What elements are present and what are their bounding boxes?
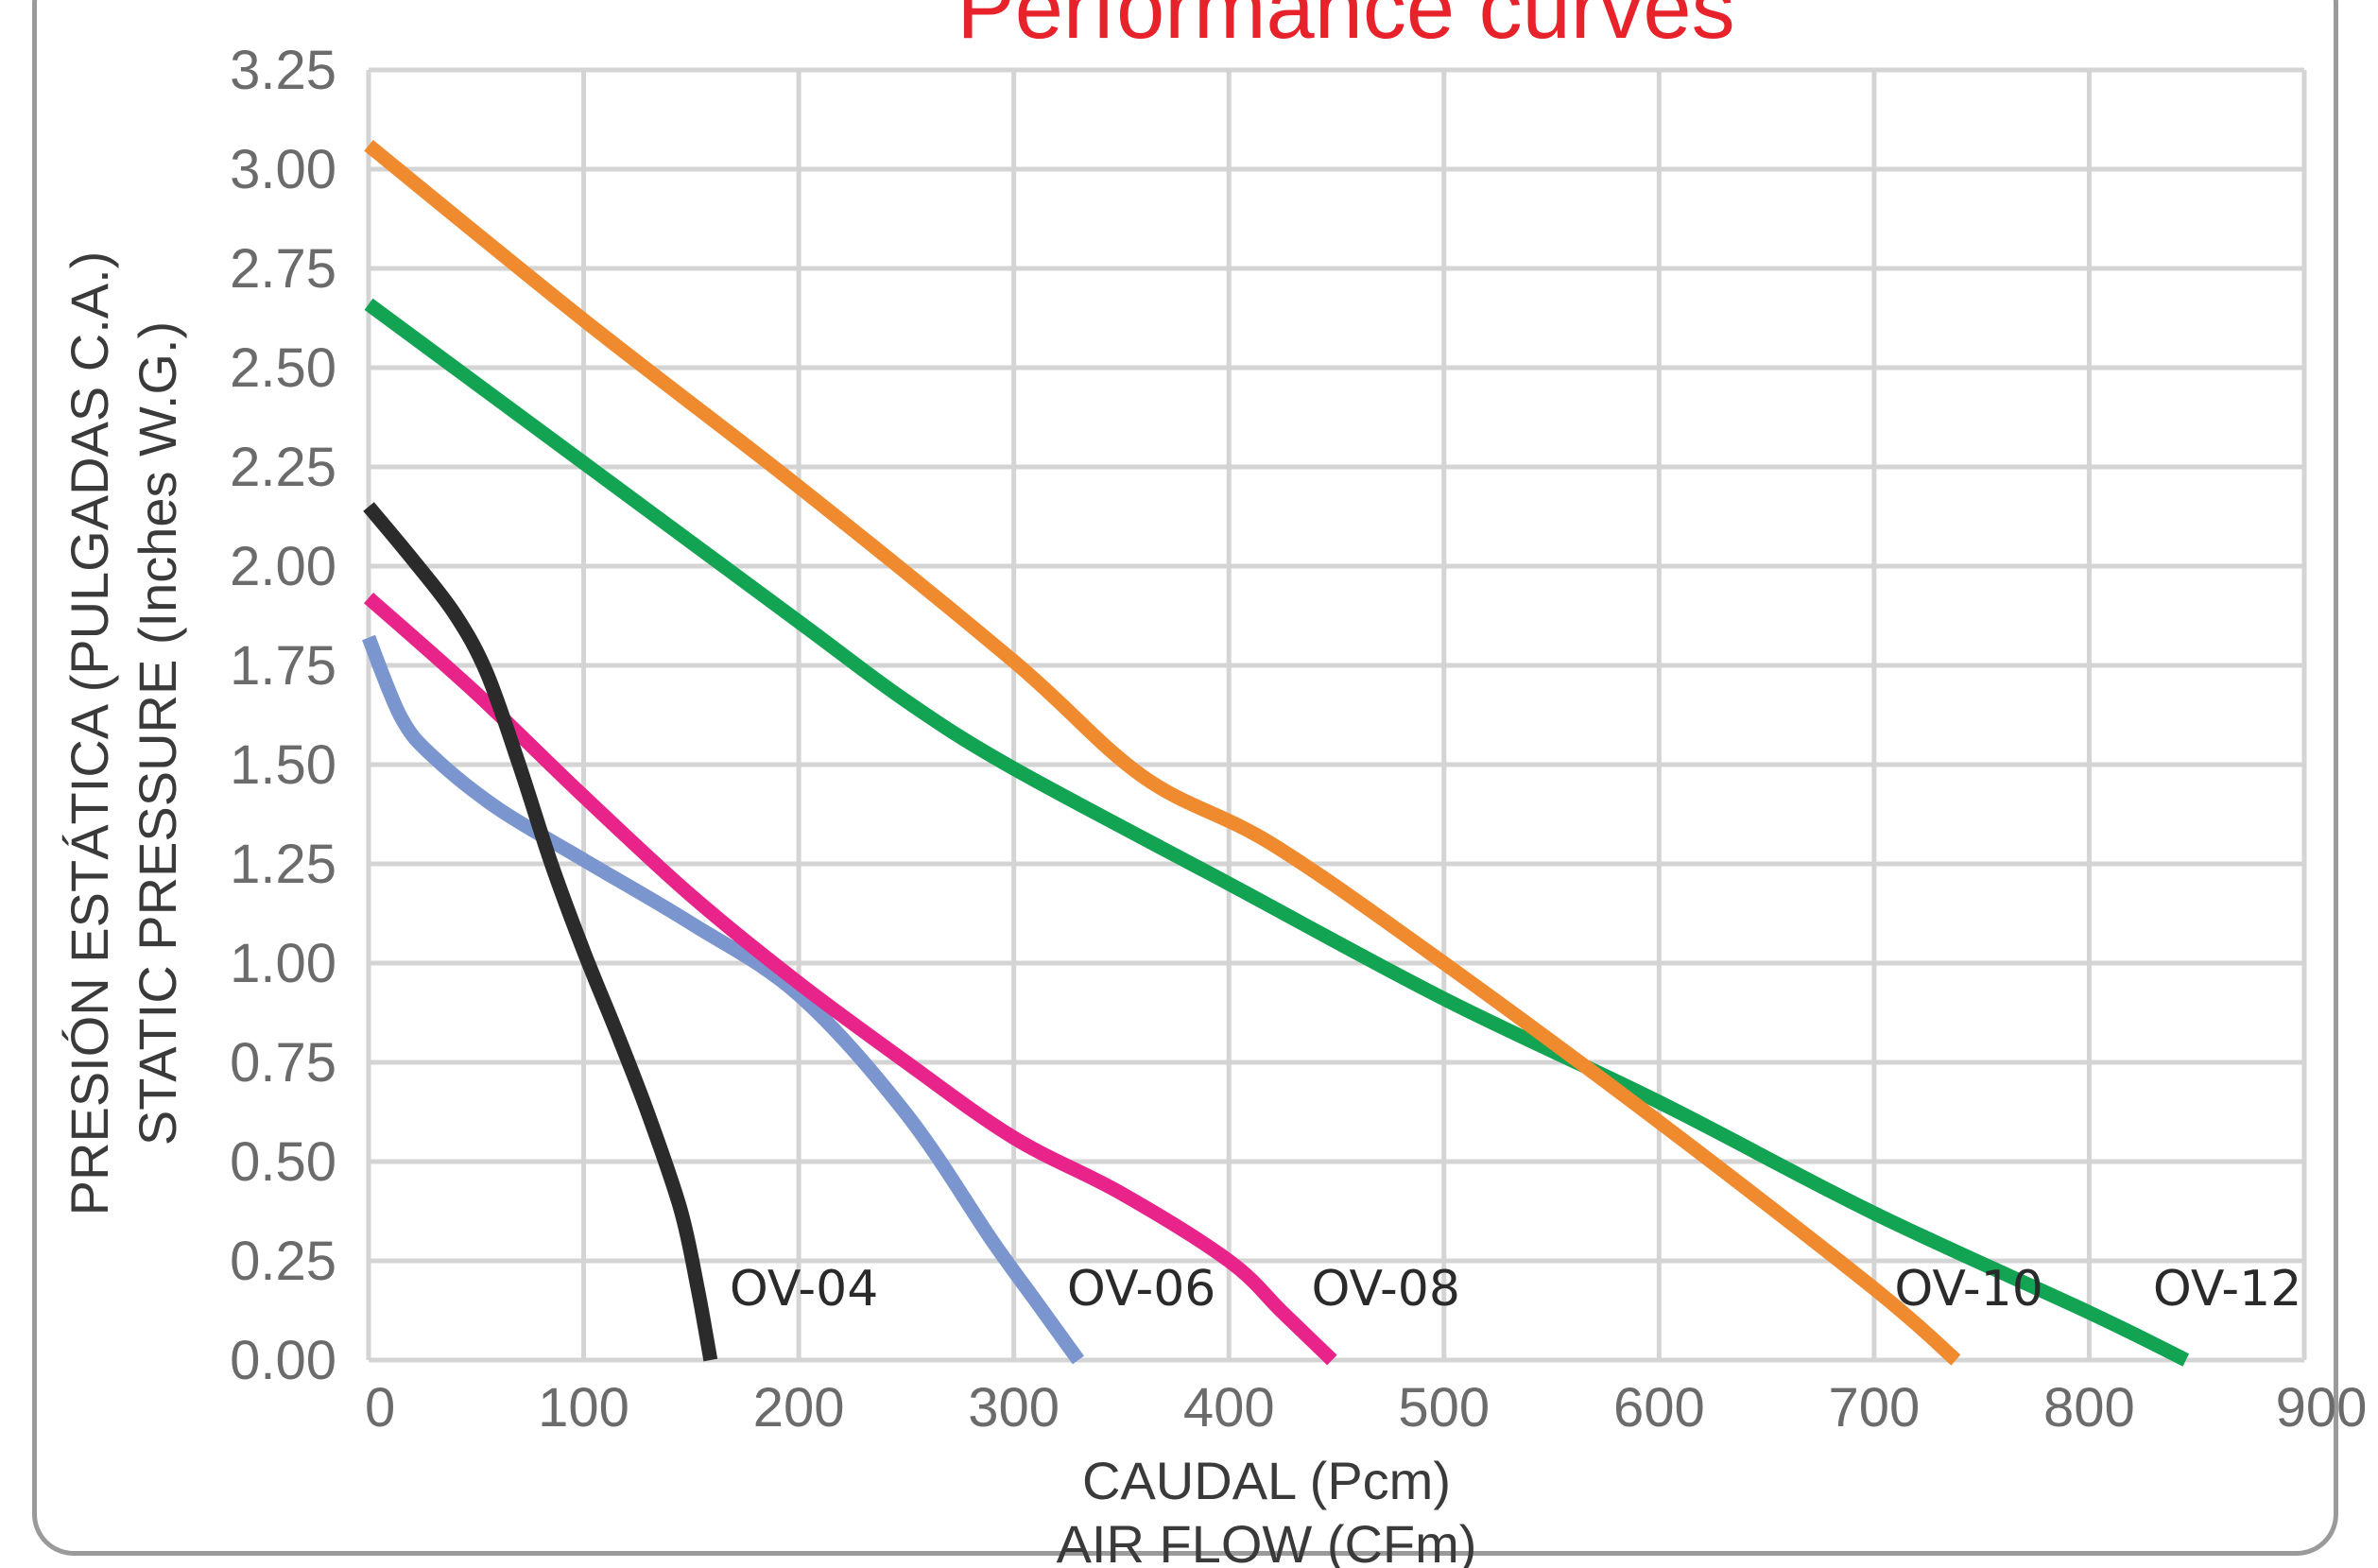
y-tick-label: 0.25 — [230, 1231, 336, 1292]
x-tick-label: 200 — [753, 1377, 845, 1439]
y-tick-label: 3.25 — [230, 40, 336, 101]
y-tick-label: 2.75 — [230, 238, 336, 300]
x-tick-label: 900 — [2276, 1377, 2368, 1439]
y-tick-label: 0.50 — [230, 1131, 336, 1193]
series-line-ov-04 — [363, 502, 718, 1362]
y-tick-label: 2.50 — [230, 337, 336, 399]
x-tick-label: 0 — [365, 1377, 395, 1439]
series-label-ov-10: OV-10 — [1894, 1261, 2042, 1318]
labels: OV-04 OV-06 OV-08 OV-10 OV-12 Performance cur… — [60, 0, 2301, 1568]
y-tick-label: 1.50 — [230, 734, 336, 796]
series-line-ov-08 — [364, 592, 1337, 1366]
x-axis-title: AIR FLOW (CFm) — [1057, 1514, 1477, 1568]
series-label-ov-12: OV-12 — [2153, 1261, 2301, 1318]
x-tick-label: 300 — [968, 1377, 1060, 1439]
x-tick-label: 400 — [1183, 1377, 1275, 1439]
y-tick-label: 2.25 — [230, 437, 336, 498]
grid — [366, 67, 2307, 1363]
y-tick-label: 0.00 — [230, 1330, 336, 1391]
series-lines — [362, 139, 2190, 1367]
series-label-ov-08: OV-08 — [1311, 1261, 1459, 1318]
y-tick-label: 1.75 — [230, 635, 336, 697]
series-label-ov-06: OV-06 — [1067, 1261, 1215, 1318]
x-tick-label: 100 — [538, 1377, 629, 1439]
series-line-ov-12 — [364, 298, 2190, 1367]
y-tick-label: 1.00 — [230, 933, 336, 994]
y-tick-label: 0.75 — [230, 1032, 336, 1094]
chart-title: Performance curves — [956, 0, 1734, 57]
series-label-ov-04: OV-04 — [730, 1261, 878, 1318]
x-tick-label: 500 — [1398, 1377, 1490, 1439]
y-tick-label: 3.00 — [230, 139, 336, 200]
y-tick-label: 1.25 — [230, 834, 336, 895]
y-axis-title: STATIC PRESSURE (Inches W.G.) — [128, 321, 187, 1146]
y-axis-title: PRESIÓN ESTÁTICA (PULGADAS C.A.) — [60, 251, 119, 1216]
series-line-ov-10 — [364, 139, 1961, 1366]
y-tick-label: 2.00 — [230, 536, 336, 597]
x-tick-label: 600 — [1613, 1377, 1705, 1439]
series-line-ov-06 — [362, 634, 1084, 1365]
chart-frame — [32, 0, 2338, 1556]
x-tick-label: 700 — [1828, 1377, 1920, 1439]
x-axis-title: CAUDAL (Pcm) — [1082, 1451, 1451, 1510]
axes: 0 100 200 300 400 500 600 700 800 900 0.00 0.25 0.50… — [230, 40, 2367, 1439]
x-tick-label: 800 — [2043, 1377, 2135, 1439]
plot-area — [369, 70, 2304, 1360]
